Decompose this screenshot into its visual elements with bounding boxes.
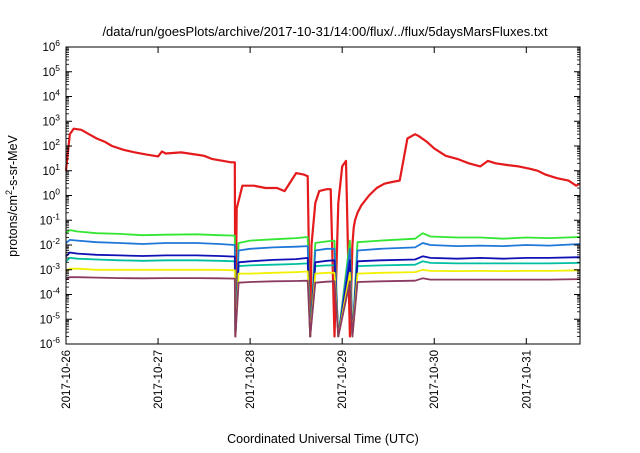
x-tick-label-1: 2017-10-27 (153, 350, 165, 409)
y-tick-label-12: 106 (42, 38, 60, 54)
x-tick-label-3: 2017-10-29 (337, 350, 349, 409)
y-tick-exp: 2 (55, 137, 60, 147)
x-axis-label: Coordinated Universal Time (UTC) (227, 432, 419, 446)
y-tick-exp: -2 (52, 236, 60, 246)
y-tick-base: 10 (42, 166, 55, 178)
y-tick-exp: -5 (52, 310, 60, 320)
y-tick-exp: 3 (55, 112, 60, 122)
y-axis: 10-610-510-410-310-210-11001011021031041… (40, 38, 580, 351)
y-tick-label-9: 103 (42, 112, 60, 128)
y-tick-exp: -3 (52, 261, 60, 271)
y-tick-base: 10 (40, 314, 53, 326)
y-tick-base: 10 (40, 265, 53, 277)
y-tick-exp: 5 (55, 63, 60, 73)
y-tick-base: 10 (40, 339, 53, 351)
y-tick-base: 10 (42, 42, 55, 54)
y-tick-base: 10 (42, 191, 55, 203)
y-tick-label-7: 101 (42, 162, 60, 178)
y-tick-label-0: 10-6 (40, 335, 61, 351)
y-axis-label: protons/cm2-s-sr-MeV (4, 134, 20, 256)
y-tick-label-11: 105 (42, 63, 60, 79)
y-tick-label-3: 10-3 (40, 261, 61, 277)
y-tick-label-5: 10-1 (40, 211, 61, 227)
y-tick-exp: -4 (52, 286, 60, 296)
y-tick-base: 10 (42, 67, 55, 79)
y-tick-base: 10 (42, 141, 55, 153)
x-axis: 2017-10-26 2017-10-27 2017-10-28 2017-10-29… (61, 47, 533, 409)
y-tick-base: 10 (40, 240, 53, 252)
y-tick-label-8: 102 (42, 137, 60, 153)
series-line-0 (64, 127, 581, 338)
y-tick-base: 10 (40, 215, 53, 227)
y-tick-exp: -1 (52, 211, 60, 221)
x-tick-label-2: 2017-10-28 (245, 350, 257, 409)
y-axis-label-rest: -s-sr-MeV (6, 134, 20, 190)
y-tick-exp: 4 (55, 88, 60, 98)
y-tick-exp: 0 (55, 187, 60, 197)
y-tick-label-6: 100 (42, 187, 60, 203)
y-tick-base: 10 (42, 92, 55, 104)
y-axis-label-base: protons/cm (6, 195, 20, 257)
y-tick-base: 10 (42, 116, 55, 128)
y-tick-exp: 1 (55, 162, 60, 172)
x-tick-label-5: 2017-10-31 (521, 350, 533, 409)
chart-title: /data/run/goesPlots/archive/2017-10-31/1… (102, 24, 548, 39)
y-tick-label-2: 10-4 (40, 286, 61, 302)
y-tick-exp: 6 (55, 38, 60, 48)
x-tick-label-0: 2017-10-26 (61, 350, 73, 409)
y-tick-base: 10 (40, 290, 53, 302)
series-group (64, 127, 581, 338)
y-tick-label-1: 10-5 (40, 310, 61, 326)
x-tick-label-4: 2017-10-30 (429, 350, 441, 409)
y-tick-label-4: 10-2 (40, 236, 61, 252)
series-line-6 (65, 276, 581, 338)
y-axis-label-sup: 2 (4, 190, 14, 195)
y-tick-label-10: 104 (42, 88, 60, 104)
y-tick-exp: -6 (52, 335, 60, 345)
